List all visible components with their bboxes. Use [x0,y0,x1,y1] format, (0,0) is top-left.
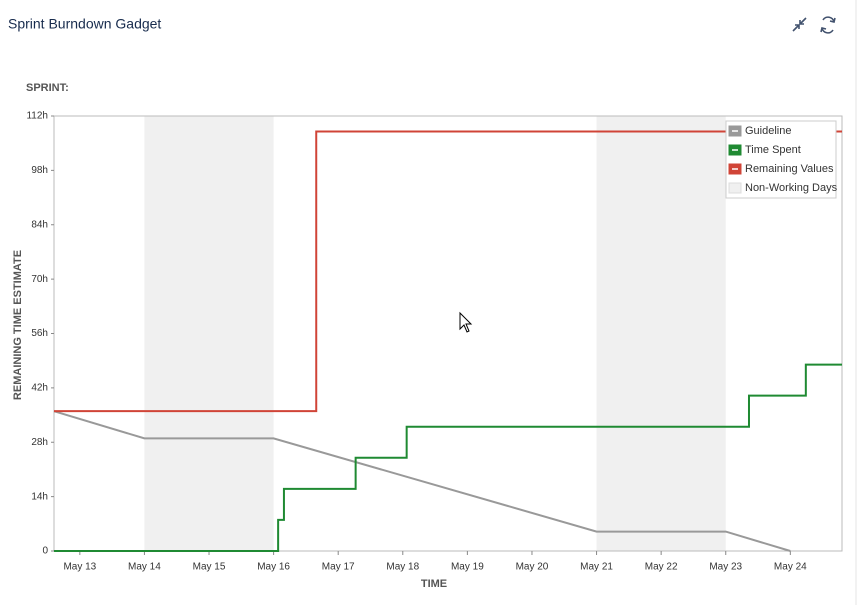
y-tick-label: 84h [31,219,48,230]
minimize-icon[interactable] [792,17,807,32]
y-tick-label: 42h [31,383,48,394]
non-working-band [596,116,726,551]
y-tick-label: 28h [31,437,48,448]
legend-box [725,120,837,199]
x-tick-label: May 24 [774,562,807,573]
x-tick-label: May 20 [516,562,549,573]
y-tick-label: 98h [31,165,48,176]
y-tick-label: 56h [31,328,48,339]
gadget-title: Sprint Burndown Gadget [8,16,161,32]
legend-swatch [728,182,742,194]
series-line [54,363,842,552]
series-line [54,130,842,413]
x-tick-label: May 18 [386,562,419,573]
mouse-cursor [459,311,473,333]
legend: Guideline Time Spent Remaining Values Non-W… [725,120,838,199]
x-axis-label: TIME [421,578,447,590]
legend-label: Guideline [745,125,791,137]
x-tick-label: May 19 [451,562,484,573]
legend-label: Remaining Values [745,163,834,175]
y-tick-label: 112h [26,111,48,122]
sprint-label: SPRINT: [26,82,69,94]
x-tick-label: May 22 [645,562,678,573]
legend-label: Non-Working Days [745,182,838,194]
non-working-band [144,116,274,551]
x-tick-label: May 21 [580,562,613,573]
y-tick-label: 70h [31,274,48,285]
x-tick-label: May 23 [709,562,742,573]
x-tick-label: May 15 [193,562,226,573]
y-tick-label: 14h [31,491,48,502]
x-tick-label: May 14 [128,562,161,573]
y-axis-label: REMAINING TIME ESTIMATE [12,250,24,400]
legend-label: Time Spent [745,144,801,156]
y-tick-label: 0 [42,546,48,557]
x-tick-label: May 17 [322,562,355,573]
series-line [53,410,791,552]
x-tick-label: May 16 [257,562,290,573]
refresh-icon[interactable] [820,16,836,34]
x-tick-label: May 13 [63,562,96,573]
